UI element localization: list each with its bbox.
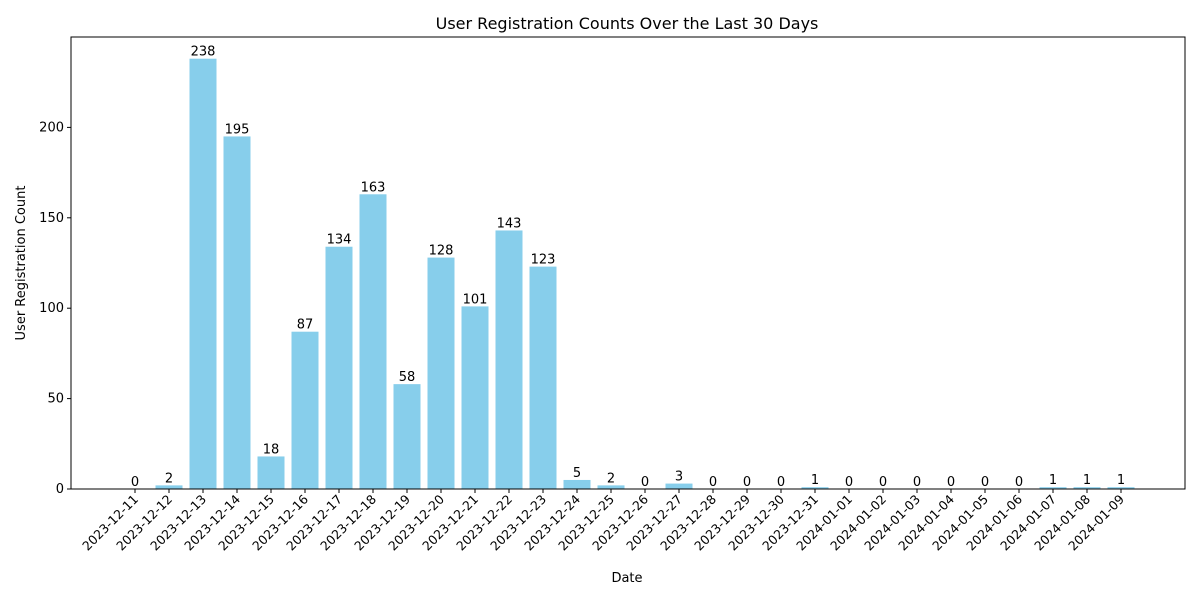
data-label: 0	[777, 475, 785, 490]
data-label: 5	[573, 466, 581, 481]
data-label: 3	[675, 470, 683, 485]
data-label: 128	[429, 244, 454, 259]
bar	[801, 487, 829, 489]
y-tick-label: 100	[39, 301, 64, 316]
bar	[1073, 487, 1101, 489]
bar	[461, 306, 489, 489]
data-label: 1	[1083, 473, 1091, 488]
bar	[529, 266, 557, 489]
data-label: 2	[607, 471, 615, 486]
bar	[155, 485, 183, 489]
y-tick-label: 0	[56, 482, 64, 497]
bar	[665, 483, 693, 489]
bar	[359, 194, 387, 489]
bar	[1039, 487, 1067, 489]
data-label: 0	[131, 475, 139, 490]
data-label: 0	[981, 475, 989, 490]
bar	[427, 257, 455, 489]
bar	[325, 246, 353, 489]
plot-frame	[70, 36, 1186, 490]
data-label: 0	[913, 475, 921, 490]
y-tick-label: 150	[39, 211, 64, 226]
data-label: 18	[263, 442, 280, 457]
data-label: 0	[1015, 475, 1023, 490]
data-label: 143	[497, 216, 522, 231]
data-label: 238	[191, 45, 216, 60]
bar	[257, 456, 285, 489]
data-label: 58	[399, 370, 416, 385]
bar	[393, 384, 421, 489]
data-label: 195	[225, 122, 250, 137]
data-label: 2	[165, 471, 173, 486]
bar	[597, 485, 625, 489]
bar	[223, 136, 251, 489]
bar	[495, 230, 523, 489]
bar	[291, 331, 319, 489]
chart-title: User Registration Counts Over the Last 3…	[436, 14, 819, 33]
data-label: 101	[463, 292, 488, 307]
bar	[189, 58, 217, 490]
data-label: 0	[743, 475, 751, 490]
data-label: 0	[947, 475, 955, 490]
plot-area: 0501001502002023-12-112023-12-122023-12-…	[39, 36, 1186, 553]
bar	[563, 479, 591, 489]
data-label: 0	[845, 475, 853, 490]
data-label: 1	[1049, 473, 1057, 488]
bar	[1107, 487, 1135, 489]
data-label: 87	[297, 318, 314, 333]
data-label: 0	[641, 475, 649, 490]
y-axis-label: User Registration Count	[14, 186, 29, 341]
y-tick-label: 50	[47, 392, 64, 407]
data-label: 134	[327, 233, 352, 248]
x-axis-label: Date	[611, 571, 642, 586]
data-label: 1	[811, 473, 819, 488]
y-tick-label: 200	[39, 120, 64, 135]
data-label: 0	[879, 475, 887, 490]
data-label: 163	[361, 180, 386, 195]
data-label: 0	[709, 475, 717, 490]
data-label: 1	[1117, 473, 1125, 488]
data-label: 123	[531, 253, 556, 268]
